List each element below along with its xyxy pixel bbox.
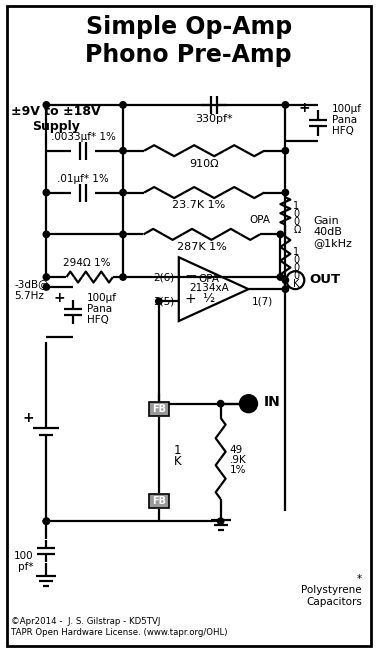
Circle shape [217,400,224,407]
Circle shape [282,102,288,108]
Text: IN: IN [264,394,280,409]
Circle shape [120,147,126,154]
Text: 0: 0 [293,209,299,220]
Text: 1: 1 [174,444,181,457]
Text: 40dB: 40dB [313,228,342,237]
Text: 100µf: 100µf [332,104,362,114]
Text: 294Ω 1%: 294Ω 1% [63,258,111,268]
Text: 1%: 1% [230,466,246,475]
Text: HFQ: HFQ [332,126,354,136]
Circle shape [43,518,50,524]
Text: Ω: Ω [293,226,301,235]
Text: K: K [174,455,182,468]
Circle shape [43,231,50,237]
Circle shape [43,284,50,290]
Text: 0: 0 [293,256,299,265]
Text: 3(5): 3(5) [153,296,175,306]
Circle shape [156,298,162,304]
Circle shape [277,274,284,280]
Circle shape [277,231,284,237]
Circle shape [120,189,126,196]
Circle shape [282,277,288,284]
Text: +: + [23,411,34,424]
Text: OUT: OUT [309,273,340,286]
Text: @1kHz: @1kHz [313,239,352,248]
Text: −: − [185,269,197,284]
Text: ©Apr2014 -  J. S. Gilstrap - KD5TVJ
TAPR Open Hardware License. (www.tapr.org/OH: ©Apr2014 - J. S. Gilstrap - KD5TVJ TAPR … [12,617,228,637]
Circle shape [43,518,50,524]
Text: 2134xA: 2134xA [189,283,229,293]
Text: 49: 49 [230,445,243,456]
Text: ½: ½ [203,291,215,304]
Text: OPA: OPA [198,274,219,284]
Text: .9K: .9K [230,456,246,466]
Bar [149,494,169,509]
Text: 0: 0 [293,263,299,273]
Text: Pana: Pana [332,115,357,125]
Text: -3dB@: -3dB@ [14,279,49,289]
Circle shape [120,274,126,280]
Circle shape [120,231,126,237]
Circle shape [43,274,50,280]
Text: 287K 1%: 287K 1% [177,243,227,252]
Text: FB: FB [152,404,166,413]
Text: 1: 1 [293,247,299,258]
Text: 23.7K 1%: 23.7K 1% [172,200,225,211]
Circle shape [43,102,50,108]
Text: .01µf* 1%: .01µf* 1% [57,173,109,184]
Circle shape [282,189,288,196]
Text: .0033µf* 1%: .0033µf* 1% [51,132,116,141]
Circle shape [43,189,50,196]
Text: 100µf: 100µf [87,293,117,303]
Circle shape [120,102,126,108]
Circle shape [217,518,224,524]
Text: +: + [299,101,310,115]
Text: +: + [53,291,65,305]
Text: ±9V to ±18V
Supply: ±9V to ±18V Supply [12,105,101,133]
Text: K: K [293,279,300,289]
Text: 0: 0 [293,271,299,281]
Circle shape [282,286,288,292]
Text: OPA: OPA [249,215,270,226]
Text: 1(7): 1(7) [252,296,273,306]
Text: 330pf*: 330pf* [195,114,232,124]
Text: FB: FB [152,496,166,507]
Circle shape [240,394,258,413]
Text: *
Polystyrene
Capacitors: * Polystyrene Capacitors [302,574,362,607]
Text: 910Ω: 910Ω [189,158,218,169]
Text: Pana: Pana [87,304,112,314]
Text: 1: 1 [293,201,299,211]
Text: pf*: pf* [18,562,33,572]
Circle shape [282,147,288,154]
Text: 100: 100 [14,551,33,561]
Text: Simple Op-Amp
Phono Pre-Amp: Simple Op-Amp Phono Pre-Amp [85,15,292,67]
Text: 0: 0 [293,217,299,228]
Text: Gain: Gain [313,216,339,226]
Bar [149,402,169,415]
Text: HFQ: HFQ [87,315,109,325]
Text: 5.7Hz: 5.7Hz [14,291,44,301]
Text: +: + [185,292,196,306]
Text: 2(6): 2(6) [153,272,175,282]
